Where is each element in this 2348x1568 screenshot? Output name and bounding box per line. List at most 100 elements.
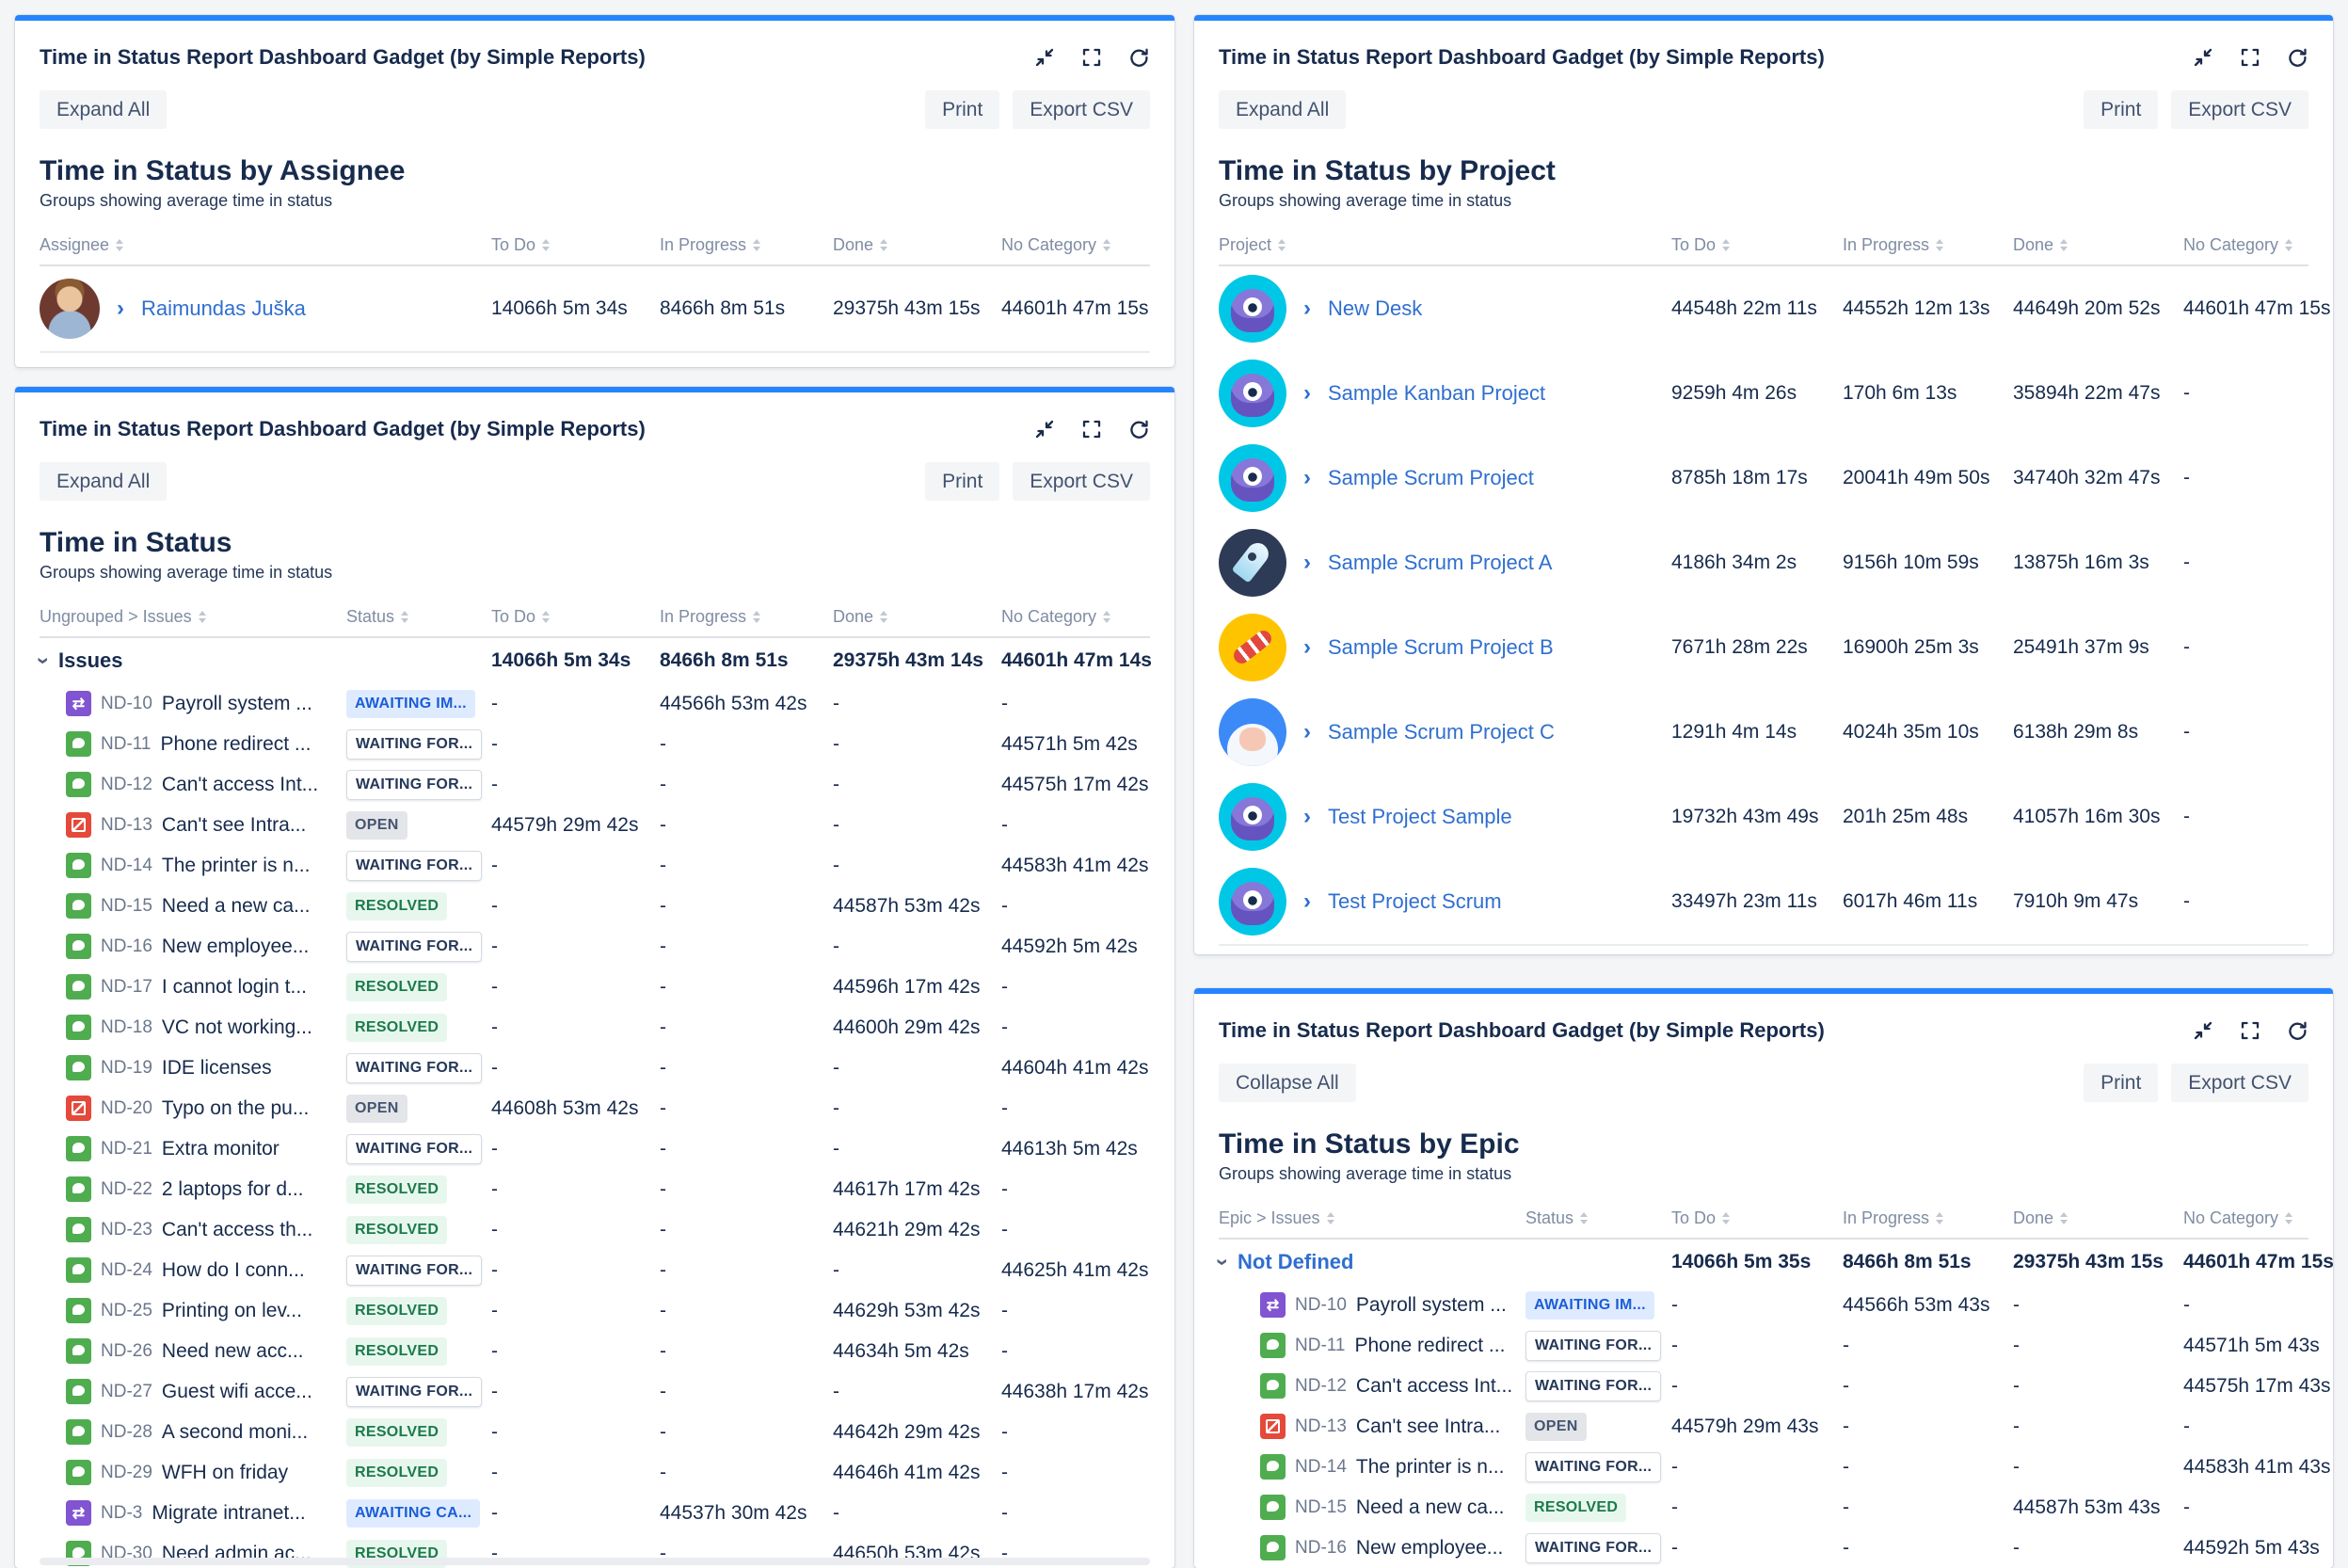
column-header[interactable]: In Progress xyxy=(660,235,833,255)
nocategory-value: 44583h 41m 43s xyxy=(2183,1455,2331,1478)
column-header[interactable]: Done xyxy=(2013,1208,2183,1228)
column-header[interactable]: To Do xyxy=(491,235,660,255)
column-header[interactable]: Project xyxy=(1219,235,1671,255)
column-header[interactable]: No Category xyxy=(1001,235,1150,255)
issue-key: ND-29 xyxy=(101,1462,152,1482)
issue-row: ND-14 The printer is n... WAITING FOR...… xyxy=(1219,1447,2331,1487)
status-badge: WAITING FOR... xyxy=(1525,1330,1662,1361)
nocategory-value: - xyxy=(2183,552,2190,573)
refresh-icon[interactable] xyxy=(1127,418,1150,440)
issue-type-icon xyxy=(1260,1495,1286,1520)
column-header[interactable]: No Category xyxy=(2183,1208,2308,1228)
expand-project-chevron-icon[interactable]: › xyxy=(1303,719,1311,744)
assignee-link[interactable]: Raimundas Juška xyxy=(141,296,306,320)
project-row: › Sample Scrum Project C 1291h 4m 14s 40… xyxy=(1219,690,2308,775)
issue-row: ND-11 Phone redirect ... WAITING FOR... … xyxy=(1219,1325,2320,1366)
done-value: 29375h 43m 14s xyxy=(833,649,983,671)
column-header[interactable]: No Category xyxy=(2183,235,2308,255)
fullscreen-icon[interactable] xyxy=(1080,46,1103,69)
status-badge: WAITING FOR... xyxy=(346,1376,483,1407)
print-button[interactable]: Print xyxy=(2084,1064,2159,1102)
column-header[interactable]: Status xyxy=(1525,1208,1671,1228)
status-badge: WAITING FOR... xyxy=(346,769,483,800)
column-header[interactable]: Done xyxy=(833,607,1001,627)
expand-project-chevron-icon[interactable]: › xyxy=(1303,380,1311,406)
group-label: Issues xyxy=(58,648,123,672)
issue-type-icon xyxy=(66,1257,91,1283)
collapse-gadget-icon[interactable] xyxy=(2192,1019,2214,1042)
done-value: 13875h 16m 3s xyxy=(2013,552,2149,573)
project-link[interactable]: Test Project Scrum xyxy=(1328,889,1502,913)
column-header[interactable]: In Progress xyxy=(1843,235,2013,255)
group-toggle[interactable]: › Issues xyxy=(31,648,346,673)
group-toggle[interactable]: › Not Defined xyxy=(1210,1250,1525,1274)
expand-project-chevron-icon[interactable]: › xyxy=(1303,465,1311,490)
issue-key: ND-16 xyxy=(101,936,152,956)
collapse-all-button[interactable]: Collapse All xyxy=(1219,1064,1356,1102)
fullscreen-icon[interactable] xyxy=(2239,46,2261,69)
todo-value: - xyxy=(491,894,498,917)
refresh-icon[interactable] xyxy=(2286,1019,2308,1042)
expand-project-chevron-icon[interactable]: › xyxy=(1303,804,1311,829)
project-link[interactable]: Sample Scrum Project xyxy=(1328,466,1534,489)
project-link[interactable]: Sample Scrum Project B xyxy=(1328,635,1554,659)
expand-project-chevron-icon[interactable]: › xyxy=(1303,888,1311,914)
column-header[interactable]: Assignee xyxy=(40,235,491,255)
expand-project-chevron-icon[interactable]: › xyxy=(1303,634,1311,660)
refresh-icon[interactable] xyxy=(1127,46,1150,69)
column-header[interactable]: To Do xyxy=(1671,235,1843,255)
todo-value: - xyxy=(491,1461,498,1483)
todo-value: - xyxy=(491,1137,498,1160)
expand-assignee-chevron-icon[interactable]: › xyxy=(117,296,124,321)
inprogress-value: - xyxy=(660,1461,666,1483)
column-header[interactable]: In Progress xyxy=(660,607,833,627)
expand-project-chevron-icon[interactable]: › xyxy=(1303,296,1311,321)
collapse-gadget-icon[interactable] xyxy=(1033,46,1056,69)
column-header-label: Status xyxy=(1525,1208,1574,1227)
collapse-gadget-icon[interactable] xyxy=(1033,418,1056,440)
expand-project-chevron-icon[interactable]: › xyxy=(1303,550,1311,575)
issue-row: ND-3 Migrate intranet... AWAITING CA... … xyxy=(40,1493,1150,1533)
column-header[interactable]: Status xyxy=(346,607,491,627)
collapse-gadget-icon[interactable] xyxy=(2192,46,2214,69)
column-header[interactable]: Done xyxy=(2013,235,2183,255)
sort-icon xyxy=(2285,1212,2292,1224)
print-button[interactable]: Print xyxy=(925,462,1000,501)
export-csv-button[interactable]: Export CSV xyxy=(2171,90,2308,129)
project-link[interactable]: Sample Scrum Project A xyxy=(1328,551,1553,574)
fullscreen-icon[interactable] xyxy=(2239,1019,2261,1042)
issue-type-icon xyxy=(66,1217,91,1242)
expand-all-button[interactable]: Expand All xyxy=(1219,90,1347,129)
export-csv-button[interactable]: Export CSV xyxy=(1013,90,1150,129)
todo-value: - xyxy=(491,1177,498,1200)
todo-value: - xyxy=(491,1380,498,1402)
expand-all-button[interactable]: Expand All xyxy=(40,462,168,501)
projects-table-body: › New Desk 44548h 22m 11s 44552h 12m 13s… xyxy=(1219,266,2330,946)
issue-row: ND-15 Need a new ca... RESOLVED - - 4458… xyxy=(40,886,1150,926)
print-button[interactable]: Print xyxy=(925,90,1000,129)
project-link[interactable]: New Desk xyxy=(1328,296,1423,320)
column-header[interactable]: Ungrouped > Issues xyxy=(40,607,346,627)
export-csv-button[interactable]: Export CSV xyxy=(2171,1064,2308,1102)
issue-key: ND-10 xyxy=(101,693,152,713)
column-header-label: No Category xyxy=(2183,235,2279,254)
column-header[interactable]: Done xyxy=(833,235,1001,255)
nocategory-value: 44592h 5m 42s xyxy=(1001,935,1138,957)
project-link[interactable]: Sample Scrum Project C xyxy=(1328,720,1555,744)
column-header[interactable]: No Category xyxy=(1001,607,1150,627)
epic-group-link[interactable]: Not Defined xyxy=(1238,1250,1354,1273)
column-header[interactable]: To Do xyxy=(1671,1208,1843,1228)
column-header[interactable]: In Progress xyxy=(1843,1208,2013,1228)
refresh-icon[interactable] xyxy=(2286,46,2308,69)
column-header[interactable]: Epic > Issues xyxy=(1219,1208,1525,1228)
horizontal-scrollbar[interactable] xyxy=(40,1558,1150,1565)
print-button[interactable]: Print xyxy=(2084,90,2159,129)
expand-all-button[interactable]: Expand All xyxy=(40,90,168,129)
nocategory-value: - xyxy=(2183,636,2190,658)
column-header[interactable]: To Do xyxy=(491,607,660,627)
project-link[interactable]: Sample Kanban Project xyxy=(1328,381,1546,405)
inprogress-value: 9156h 10m 59s xyxy=(1843,552,1979,573)
project-link[interactable]: Test Project Sample xyxy=(1328,805,1512,828)
export-csv-button[interactable]: Export CSV xyxy=(1013,462,1150,501)
fullscreen-icon[interactable] xyxy=(1080,418,1103,440)
